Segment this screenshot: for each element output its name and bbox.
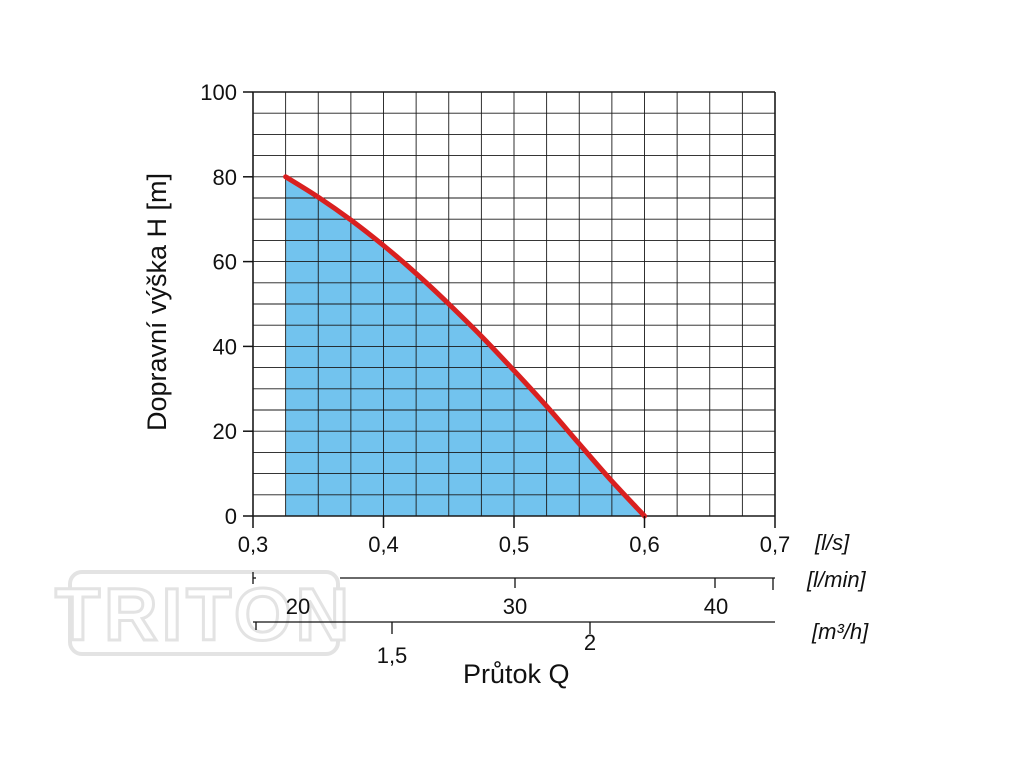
y-tick-label: 0 xyxy=(225,504,237,529)
y-axis-title: Dopravní výška H [m] xyxy=(142,173,172,431)
y-tick-label: 60 xyxy=(213,250,237,275)
y-tick-label: 80 xyxy=(213,165,237,190)
y-tick-label: 40 xyxy=(213,334,237,359)
y-tick-label: 20 xyxy=(213,419,237,444)
watermark-text: TRITON xyxy=(55,573,353,656)
x-tick-label: 0,4 xyxy=(368,532,399,557)
flow-unit-ls-label: [l/s] xyxy=(814,530,850,555)
flow-lmin-axis: 20 30 40 [l/min] xyxy=(252,567,867,619)
flow-unit-m3h-label: [m³/h] xyxy=(811,619,869,644)
lmin-tick-30: 30 xyxy=(503,594,527,619)
x-tick-label: 0,6 xyxy=(629,532,660,557)
series-line xyxy=(283,174,647,519)
lmin-tick-40: 40 xyxy=(704,594,728,619)
flow-m3h-axis: 1,5 2 [m³/h] xyxy=(253,619,869,668)
y-tick-label: 100 xyxy=(200,80,237,105)
x-axis-title: Průtok Q xyxy=(463,659,570,689)
x-tick-label: 0,7 xyxy=(760,532,791,557)
triton-watermark-logo: TRITON xyxy=(53,570,353,658)
lmin-tick-20: 20 xyxy=(286,594,310,619)
flow-unit-lmin-label: [l/min] xyxy=(806,567,867,592)
curve-layer xyxy=(283,174,647,519)
grid-layer xyxy=(252,91,776,517)
m3h-tick-1-5: 1,5 xyxy=(377,643,408,668)
x-tick-label: 0,5 xyxy=(499,532,530,557)
tick-layer: 0,3 0,4 0,5 0,6 0,7 0 20 40 60 80 100 xyxy=(200,80,790,557)
m3h-tick-2: 2 xyxy=(584,630,596,655)
x-tick-label: 0,3 xyxy=(238,532,269,557)
